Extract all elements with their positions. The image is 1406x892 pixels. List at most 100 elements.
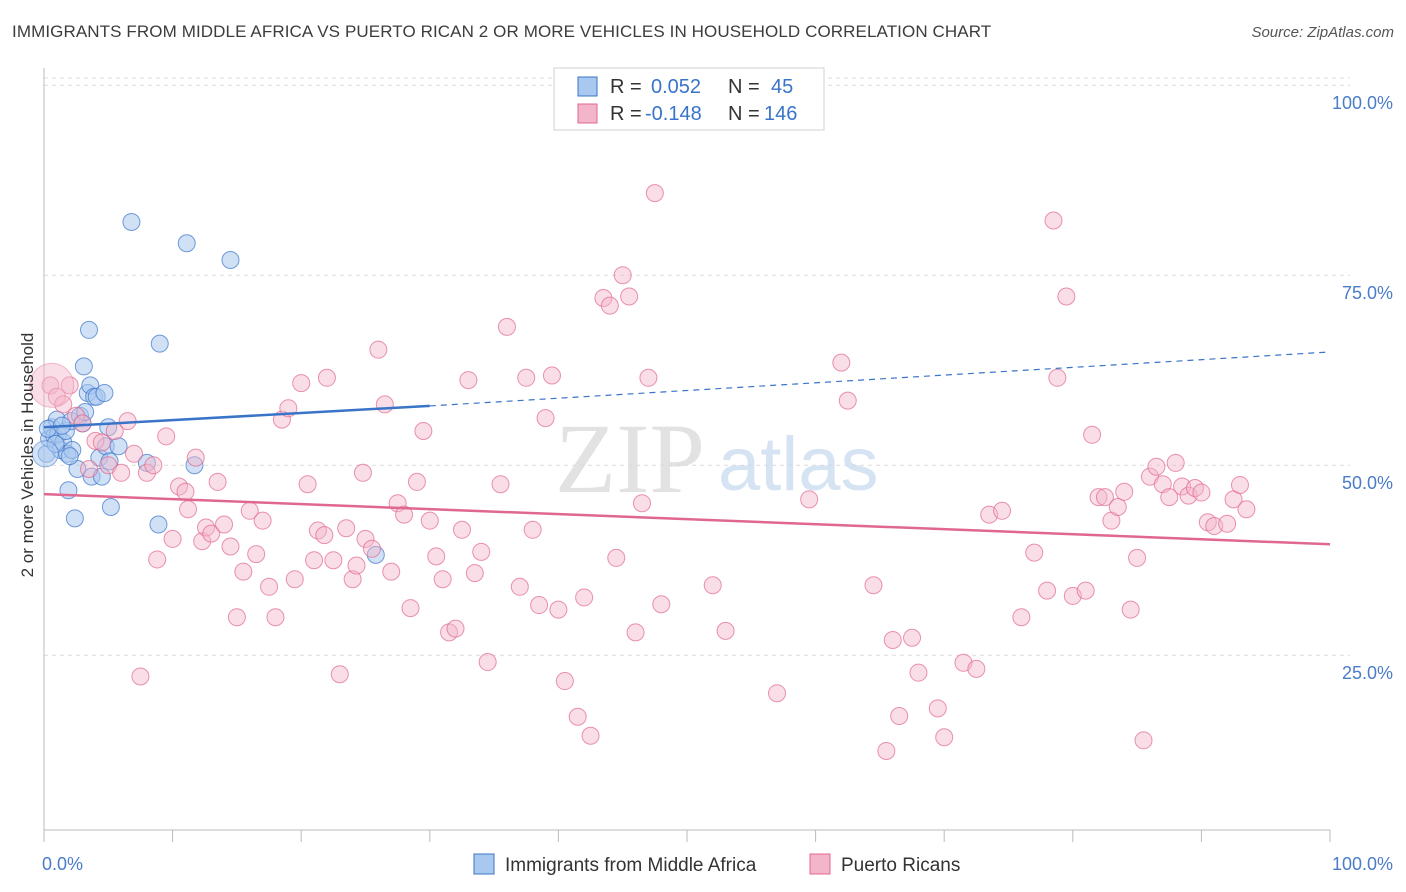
- x-tick-label-0: 0.0%: [42, 854, 83, 874]
- point-puerto-ricans-1: [47, 387, 66, 406]
- point-puerto-ricans-115: [1038, 581, 1057, 600]
- point-puerto-ricans-34: [253, 511, 272, 530]
- point-puerto-ricans-51: [353, 463, 372, 482]
- point-middle-africa-37: [177, 234, 196, 253]
- point-puerto-ricans-36: [266, 608, 285, 627]
- point-puerto-ricans-94: [652, 595, 671, 614]
- point-puerto-ricans-42: [305, 551, 324, 570]
- point-puerto-ricans-120: [1083, 425, 1102, 444]
- point-puerto-ricans-69: [465, 564, 484, 583]
- point-puerto-ricans-3: [60, 376, 79, 395]
- point-puerto-ricans-79: [542, 366, 561, 385]
- point-puerto-ricans-58: [395, 505, 414, 524]
- series-legend: Immigrants from Middle Africa Puerto Ric…: [473, 853, 960, 876]
- point-puerto-ricans-27: [208, 472, 227, 491]
- point-puerto-ricans-88: [613, 266, 632, 285]
- point-middle-africa-large: [31, 440, 59, 468]
- y-tick-label-2: 75.0%: [1342, 283, 1393, 303]
- point-puerto-ricans-29: [221, 537, 240, 556]
- point-puerto-ricans-116: [1044, 211, 1063, 230]
- point-puerto-ricans-75: [517, 368, 536, 387]
- point-puerto-ricans-102: [877, 741, 896, 760]
- point-puerto-ricans-18: [157, 427, 176, 446]
- point-puerto-ricans-60: [407, 472, 426, 491]
- point-puerto-ricans-142: [1230, 475, 1249, 494]
- point-puerto-ricans-78: [536, 409, 555, 428]
- point-puerto-ricans-110: [967, 659, 986, 678]
- point-puerto-ricans-86: [600, 296, 619, 315]
- point-middle-africa-27: [95, 384, 114, 402]
- legend-r-value-2: -0.148: [645, 103, 702, 125]
- legend-r-label-2: R =: [610, 103, 642, 125]
- point-puerto-ricans-97: [768, 684, 787, 703]
- tick-labels: 25.0% 50.0% 75.0% 100.0% 0.0% 100.0%: [42, 93, 1393, 874]
- point-puerto-ricans-35: [260, 577, 279, 596]
- watermark-zip: ZIP: [555, 403, 705, 514]
- point-puerto-ricans-143: [1237, 500, 1256, 519]
- point-puerto-ricans-43: [308, 521, 327, 540]
- point-puerto-ricans-5: [73, 414, 92, 433]
- point-puerto-ricans-31: [234, 562, 253, 581]
- point-puerto-ricans-126: [1121, 600, 1140, 619]
- grid-lines: [44, 77, 1350, 656]
- point-puerto-ricans-117: [1057, 287, 1076, 306]
- point-puerto-ricans-96: [716, 621, 735, 640]
- point-puerto-ricans-82: [568, 707, 587, 726]
- point-middle-africa-13: [65, 509, 84, 528]
- point-puerto-ricans-14: [131, 667, 150, 686]
- point-puerto-ricans-83: [575, 588, 594, 607]
- legend-n-label-1: N =: [728, 76, 760, 98]
- point-puerto-ricans-53: [362, 539, 381, 558]
- point-puerto-ricans-15: [137, 463, 156, 482]
- point-puerto-ricans-101: [864, 576, 883, 595]
- y-axis-label: 2 or more Vehicles in Household: [18, 333, 37, 578]
- point-puerto-ricans-48: [337, 519, 356, 538]
- point-puerto-ricans-124: [1108, 498, 1127, 516]
- point-puerto-ricans-54: [369, 340, 388, 359]
- point-puerto-ricans-7: [86, 431, 105, 450]
- point-puerto-ricans-56: [382, 562, 401, 581]
- point-puerto-ricans-103: [883, 631, 902, 649]
- point-puerto-ricans-30: [227, 608, 246, 627]
- point-puerto-ricans-large: [29, 362, 75, 408]
- point-puerto-ricans-77: [530, 596, 549, 615]
- point-puerto-ricans-100: [838, 391, 857, 410]
- point-puerto-ricans-17: [148, 550, 167, 569]
- point-puerto-ricans-64: [433, 570, 452, 589]
- point-puerto-ricans-13: [125, 444, 144, 463]
- correlation-legend: R = 0.052 N = 45 R = -0.148 N = 146: [553, 67, 825, 131]
- point-middle-africa-33: [122, 213, 141, 231]
- point-middle-africa-31: [101, 498, 120, 516]
- point-puerto-ricans-132: [1160, 488, 1179, 507]
- point-puerto-ricans-106: [909, 663, 928, 682]
- point-puerto-ricans-16: [144, 456, 163, 475]
- legend-n-value-2: 146: [764, 103, 797, 125]
- point-puerto-ricans-114: [1025, 543, 1044, 562]
- point-puerto-ricans-47: [330, 665, 349, 684]
- x-tick-label-1: 100.0%: [1332, 854, 1393, 874]
- point-puerto-ricans-66: [446, 619, 465, 638]
- point-puerto-ricans-113: [1012, 608, 1031, 627]
- watermark: ZIP atlas: [555, 403, 879, 514]
- point-puerto-ricans-62: [420, 511, 439, 530]
- point-puerto-ricans-45: [317, 368, 336, 387]
- point-middle-africa-38: [185, 456, 204, 475]
- point-puerto-ricans-23: [186, 448, 205, 467]
- point-puerto-ricans-25: [197, 518, 216, 537]
- trend-line-middle-africa-extension: [429, 351, 1331, 407]
- point-puerto-ricans-41: [298, 475, 317, 494]
- trend-line-puerto-ricans: [43, 492, 1331, 546]
- point-puerto-ricans-44: [315, 526, 334, 545]
- point-puerto-ricans-70: [472, 542, 491, 561]
- point-puerto-ricans-71: [478, 653, 497, 672]
- legend-swatch-puerto-ricans: [809, 853, 831, 875]
- legend-n-label-2: N =: [728, 103, 760, 125]
- point-puerto-ricans-46: [324, 551, 343, 570]
- point-puerto-ricans-93: [645, 184, 664, 203]
- point-middle-africa-17: [74, 357, 93, 376]
- point-puerto-ricans-90: [626, 623, 645, 642]
- point-puerto-ricans-73: [497, 317, 516, 336]
- point-puerto-ricans-80: [549, 600, 568, 619]
- point-puerto-ricans-74: [510, 577, 529, 596]
- point-puerto-ricans-99: [832, 353, 851, 372]
